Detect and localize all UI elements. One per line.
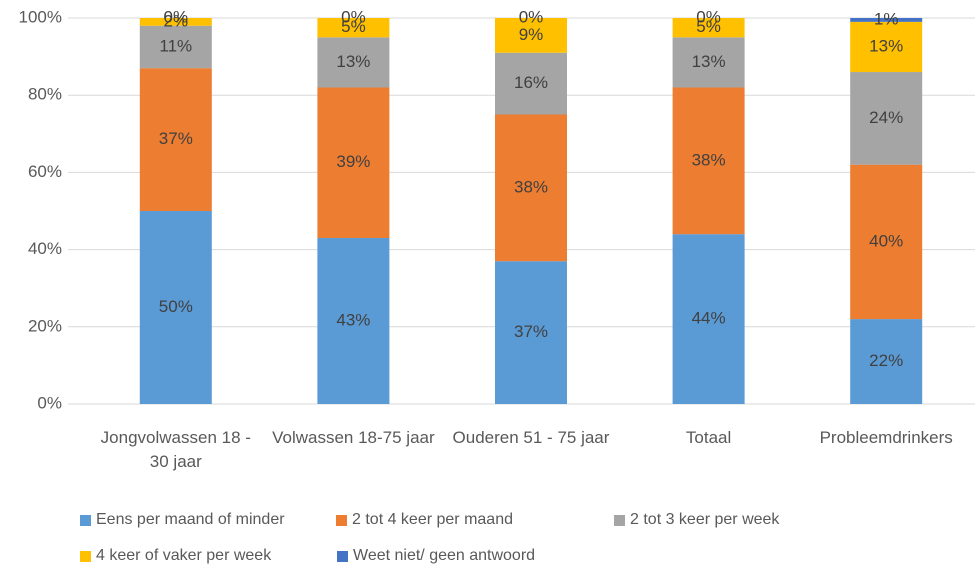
data-label: 24%: [869, 108, 903, 127]
legend-label: 2 tot 4 keer per maand: [352, 511, 513, 528]
legend-label: Weet niet/ geen antwoord: [353, 547, 536, 564]
y-tick-label: 60%: [28, 162, 62, 181]
data-label: 0%: [696, 7, 721, 26]
data-label: 44%: [692, 309, 726, 328]
legend-label: 4 keer of vaker per week: [96, 547, 272, 564]
bar-segment: [139, 25, 212, 69]
bar-segment: [672, 18, 745, 38]
legend-swatch: [80, 514, 91, 526]
y-tick-label: 100%: [19, 7, 62, 26]
data-label: 5%: [696, 17, 721, 36]
data-label: 37%: [159, 129, 193, 148]
y-tick-label: 0%: [37, 393, 62, 412]
y-tick-label: 80%: [28, 85, 62, 104]
bar-segment: [139, 18, 212, 26]
data-label: 5%: [341, 17, 366, 36]
x-tick-label: Jongvolwassen 18 - 30 jaar: [100, 428, 251, 471]
legend-item: Weet niet/ geen antwoord: [337, 545, 535, 567]
legend-swatch: [614, 514, 625, 526]
data-label: 11%: [159, 36, 192, 55]
data-label: 13%: [336, 52, 370, 71]
data-label: 9%: [519, 25, 544, 44]
y-tick-label: 20%: [28, 316, 62, 335]
bar-segment: [495, 52, 567, 115]
bar-segment: [317, 87, 390, 239]
bar-segment: [317, 18, 390, 38]
data-label: 16%: [514, 73, 548, 92]
y-tick-label: 40%: [28, 239, 62, 258]
x-tick-label: Ouderen 51 - 75 jaar: [452, 428, 610, 447]
bar-segment: [850, 319, 923, 404]
bar-segment: [672, 234, 745, 404]
bar-segment: [495, 114, 567, 262]
data-label: 13%: [692, 52, 726, 71]
bar-segment: [495, 261, 567, 404]
legend-label: 2 tot 3 keer per week: [630, 511, 780, 528]
bar-segment: [850, 18, 923, 22]
data-label: 2%: [164, 11, 189, 30]
bar-segment: [672, 37, 745, 88]
legend-swatch: [80, 550, 91, 562]
data-label: 50%: [159, 297, 193, 316]
data-label: 39%: [336, 152, 370, 171]
bar-segment: [850, 164, 923, 320]
data-label: 43%: [336, 310, 370, 329]
data-label: 0%: [341, 7, 366, 26]
bar-segment: [672, 87, 745, 235]
data-label: 13%: [869, 36, 903, 55]
bar-segment: [495, 18, 567, 53]
legend-item: 2 tot 3 keer per week: [614, 509, 779, 531]
data-label: 0%: [519, 7, 544, 26]
data-label: 0%: [164, 7, 189, 26]
legend-swatch: [336, 514, 347, 526]
bar-segment: [139, 68, 212, 212]
legend-item: 2 tot 4 keer per maand: [336, 509, 513, 531]
bar-segment: [317, 37, 390, 88]
bar-segment: [317, 238, 390, 404]
legend-label: Eens per maand of minder: [96, 511, 285, 528]
x-tick-label: Volwassen 18-75 jaar: [272, 428, 435, 447]
data-label: 37%: [514, 322, 548, 341]
x-tick-label: Totaal: [685, 428, 732, 447]
data-label: 22%: [869, 351, 903, 370]
x-tick-label: Probleemdrinkers: [819, 428, 953, 447]
legend-swatch: [337, 550, 348, 562]
legend-item: 4 keer of vaker per week: [80, 545, 271, 567]
bar-segment: [850, 72, 923, 165]
data-label: 40%: [869, 231, 903, 250]
bar-segment: [850, 21, 923, 73]
data-label: 1%: [874, 9, 899, 28]
data-label: 38%: [692, 150, 726, 169]
data-label: 38%: [514, 177, 548, 196]
legend-item: Eens per maand of minder: [80, 509, 285, 531]
bar-segment: [139, 211, 212, 404]
